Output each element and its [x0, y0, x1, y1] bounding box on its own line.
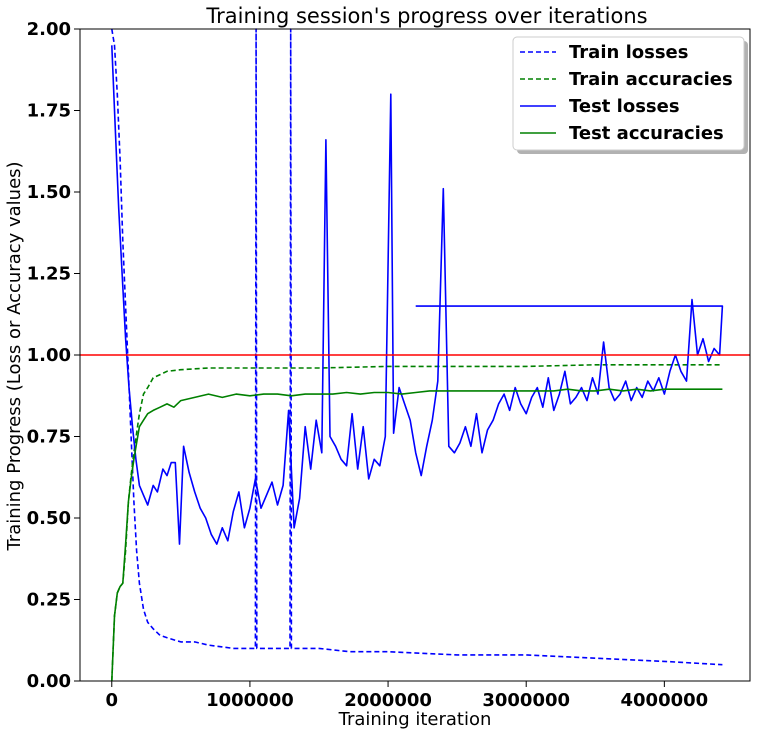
- y-axis-label: Training Progress (Loss or Accuracy valu…: [4, 161, 25, 551]
- y-tick-label: 0.50: [27, 508, 71, 529]
- x-axis-ticks: 0 1000000 2000000 3000000 4000000: [106, 681, 709, 711]
- legend-label-train-losses: Train losses: [569, 42, 688, 63]
- x-tick-label: 3000000: [482, 690, 570, 711]
- y-tick-label: 1.75: [27, 101, 71, 122]
- y-tick-label: 1.50: [27, 182, 71, 203]
- legend-label-test-accuracies: Test accuracies: [569, 123, 724, 144]
- series-train-accuracies-line: [111, 363, 723, 682]
- legend-label-test-losses: Test losses: [569, 96, 680, 117]
- x-axis-label: Training iteration: [338, 709, 492, 730]
- x-tick-label: 4000000: [621, 690, 709, 711]
- series-layer: [111, 28, 724, 682]
- legend: Train losses Train accuracies Test losses T…: [512, 36, 748, 154]
- y-tick-label: 1.25: [27, 264, 71, 285]
- series-train-losses-line: [111, 28, 723, 666]
- y-tick-label: 0.00: [27, 671, 71, 692]
- y-tick-label: 2.00: [27, 19, 71, 40]
- y-tick-label: 0.75: [27, 427, 71, 448]
- series-test-losses-line: [111, 45, 724, 545]
- y-tick-label: 1.00: [27, 345, 71, 366]
- x-tick-label: 1000000: [206, 690, 294, 711]
- y-axis-ticks: 0.00 0.25 0.50 0.75 1.00 1.25 1.50 1.75 2.00: [27, 19, 80, 692]
- legend-label-train-accuracies: Train accuracies: [569, 69, 733, 90]
- series-test-accuracies-line: [111, 388, 723, 682]
- y-tick-label: 0.25: [27, 590, 71, 611]
- x-tick-label: 2000000: [344, 690, 432, 711]
- chart-title: Training session's progress over iterati…: [205, 4, 647, 28]
- legend-box: [512, 36, 745, 151]
- plot-frame: [79, 28, 751, 682]
- x-tick-label: 0: [106, 690, 119, 711]
